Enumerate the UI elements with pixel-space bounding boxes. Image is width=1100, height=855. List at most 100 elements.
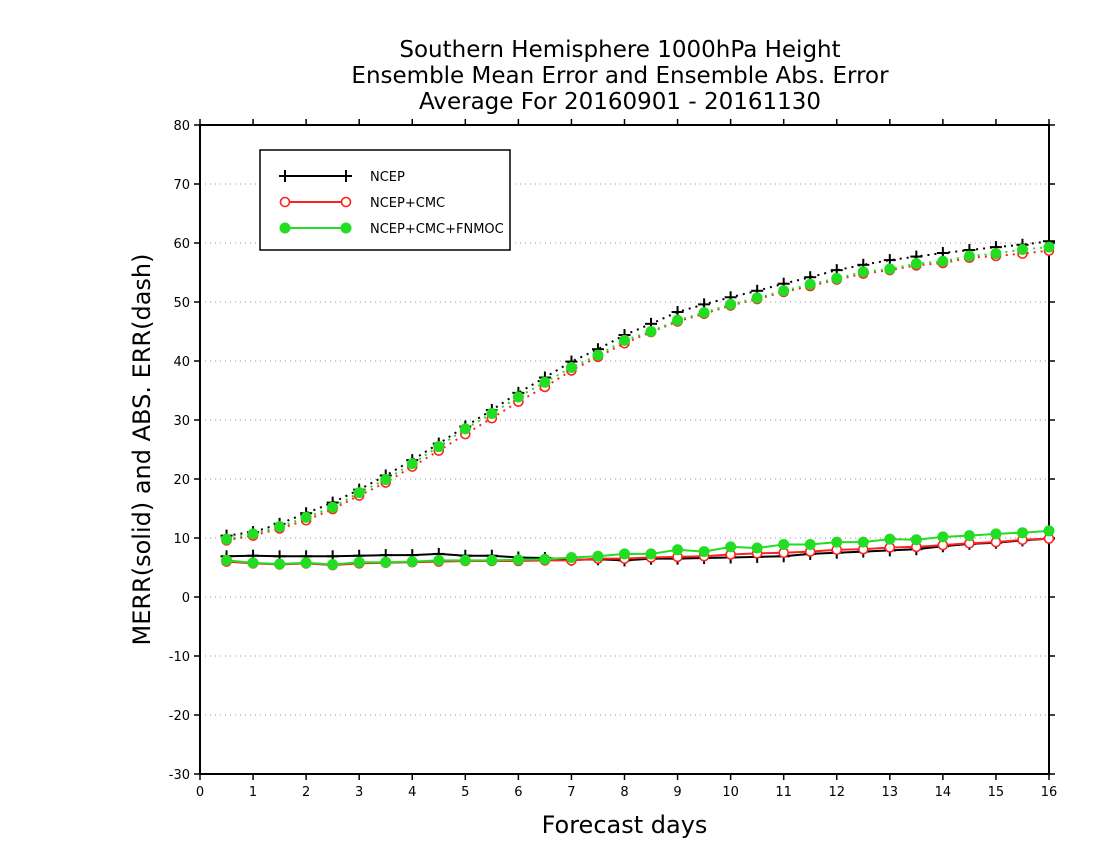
abs-err-point [274,521,286,533]
x-tick-label: 6 [514,785,522,800]
abs-err-point [645,326,657,337]
merr-point [937,531,949,543]
y-tick-label: 10 [173,532,190,547]
legend-item: NCEP+CMC+FNMOC [279,222,504,237]
legend-marker [279,222,291,234]
abs-err-line [226,240,1050,537]
merr-point [698,546,710,558]
merr-point [380,556,392,568]
merr-point [592,550,604,562]
merr-point [990,528,1002,540]
y-tick-label: -30 [169,768,190,783]
merr-point [831,536,843,548]
legend-label: NCEP [370,170,405,185]
x-tick-label: 15 [988,785,1005,800]
merr-line [226,537,1050,567]
series-ncep-cmc [221,245,1055,571]
abs-err-point [512,391,524,403]
y-tick-label: -20 [169,709,190,724]
abs-err-point [539,376,551,388]
x-tick-label: 12 [828,785,845,800]
merr-point [247,557,259,569]
abs-err-point [725,298,737,310]
abs-err-point [247,528,259,540]
legend-box [259,149,511,251]
abs-err-point [937,255,949,267]
merr-point [751,542,763,554]
merr-point [1043,525,1055,537]
abs-err-point [884,263,896,275]
abs-err-point [831,272,843,284]
x-tick-label: 7 [567,785,575,800]
merr-point [1016,527,1028,539]
merr-point [459,554,471,566]
legend-marker [340,196,352,208]
abs-err-point [698,307,710,319]
abs-err-point [565,361,577,373]
merr-point [221,554,233,566]
merr-point [645,548,657,560]
y-axis-label: MERR(solid) and ABS. ERR(dash) [128,254,156,646]
abs-err-point [963,250,975,262]
merr-point [512,554,524,566]
y-tick-label: -10 [169,650,190,665]
legend-label: NCEP+CMC+FNMOC [370,222,504,237]
x-tick-label: 14 [935,785,952,800]
series-ncep-cmc-fnmoc [221,241,1055,571]
merr-point [804,538,816,550]
merr-point [963,530,975,542]
merr-point [300,557,312,569]
merr-point [406,556,418,568]
merr-point [565,551,577,563]
chart-title-line-2: Ensemble Mean Error and Ensemble Abs. Er… [351,63,889,89]
x-tick-label: 8 [620,785,628,800]
abs-err-point [1016,243,1028,255]
merr-point [274,558,286,570]
abs-err-point [1043,241,1055,253]
merr-point [910,534,922,546]
legend-marker [340,170,352,182]
x-tick-label: 4 [408,785,416,800]
legend-item: NCEP [279,170,405,185]
y-tick-label: 60 [173,237,190,252]
merr-point [884,533,896,545]
legend-marker [279,170,291,182]
abs-err-point [857,266,869,278]
merr-point [725,541,737,553]
legend-label: NCEP+CMC [370,196,445,211]
abs-err-point [778,285,790,297]
abs-err-point [910,258,922,270]
x-tick-label: 10 [722,785,739,800]
y-tick-label: 0 [182,591,190,606]
abs-err-point [221,533,233,545]
y-tick-label: 30 [173,414,190,429]
abs-err-point [751,292,763,304]
merr-point [857,536,869,548]
x-tick-label: 2 [302,785,310,800]
merr-point [353,556,365,568]
merr-point [486,554,498,566]
y-tick-label: 40 [173,355,190,370]
x-tick-label: 5 [461,785,469,800]
abs-err-line [226,249,1050,542]
y-tick-label: 70 [173,178,190,193]
x-tick-label: 1 [249,785,257,800]
abs-err-point [804,278,816,290]
abs-err-point [672,314,684,326]
abs-err-point [406,458,418,470]
chart-title-line-1: Southern Hemisphere 1000hPa Height [399,37,841,63]
y-tick-label: 50 [173,296,190,311]
legend: NCEP NCEP+CMC NCEP+CMC+FNMOC [259,149,511,251]
abs-err-point [300,511,312,523]
y-tick-label: 20 [173,473,190,488]
legend-item: NCEP+CMC [279,196,445,211]
abs-err-point [592,349,604,361]
abs-err-point [990,248,1002,260]
merr-point [619,548,630,560]
abs-err-line [226,246,1050,541]
legend-marker [340,222,352,234]
y-tick-label: 80 [173,119,190,134]
abs-err-point [380,474,392,486]
